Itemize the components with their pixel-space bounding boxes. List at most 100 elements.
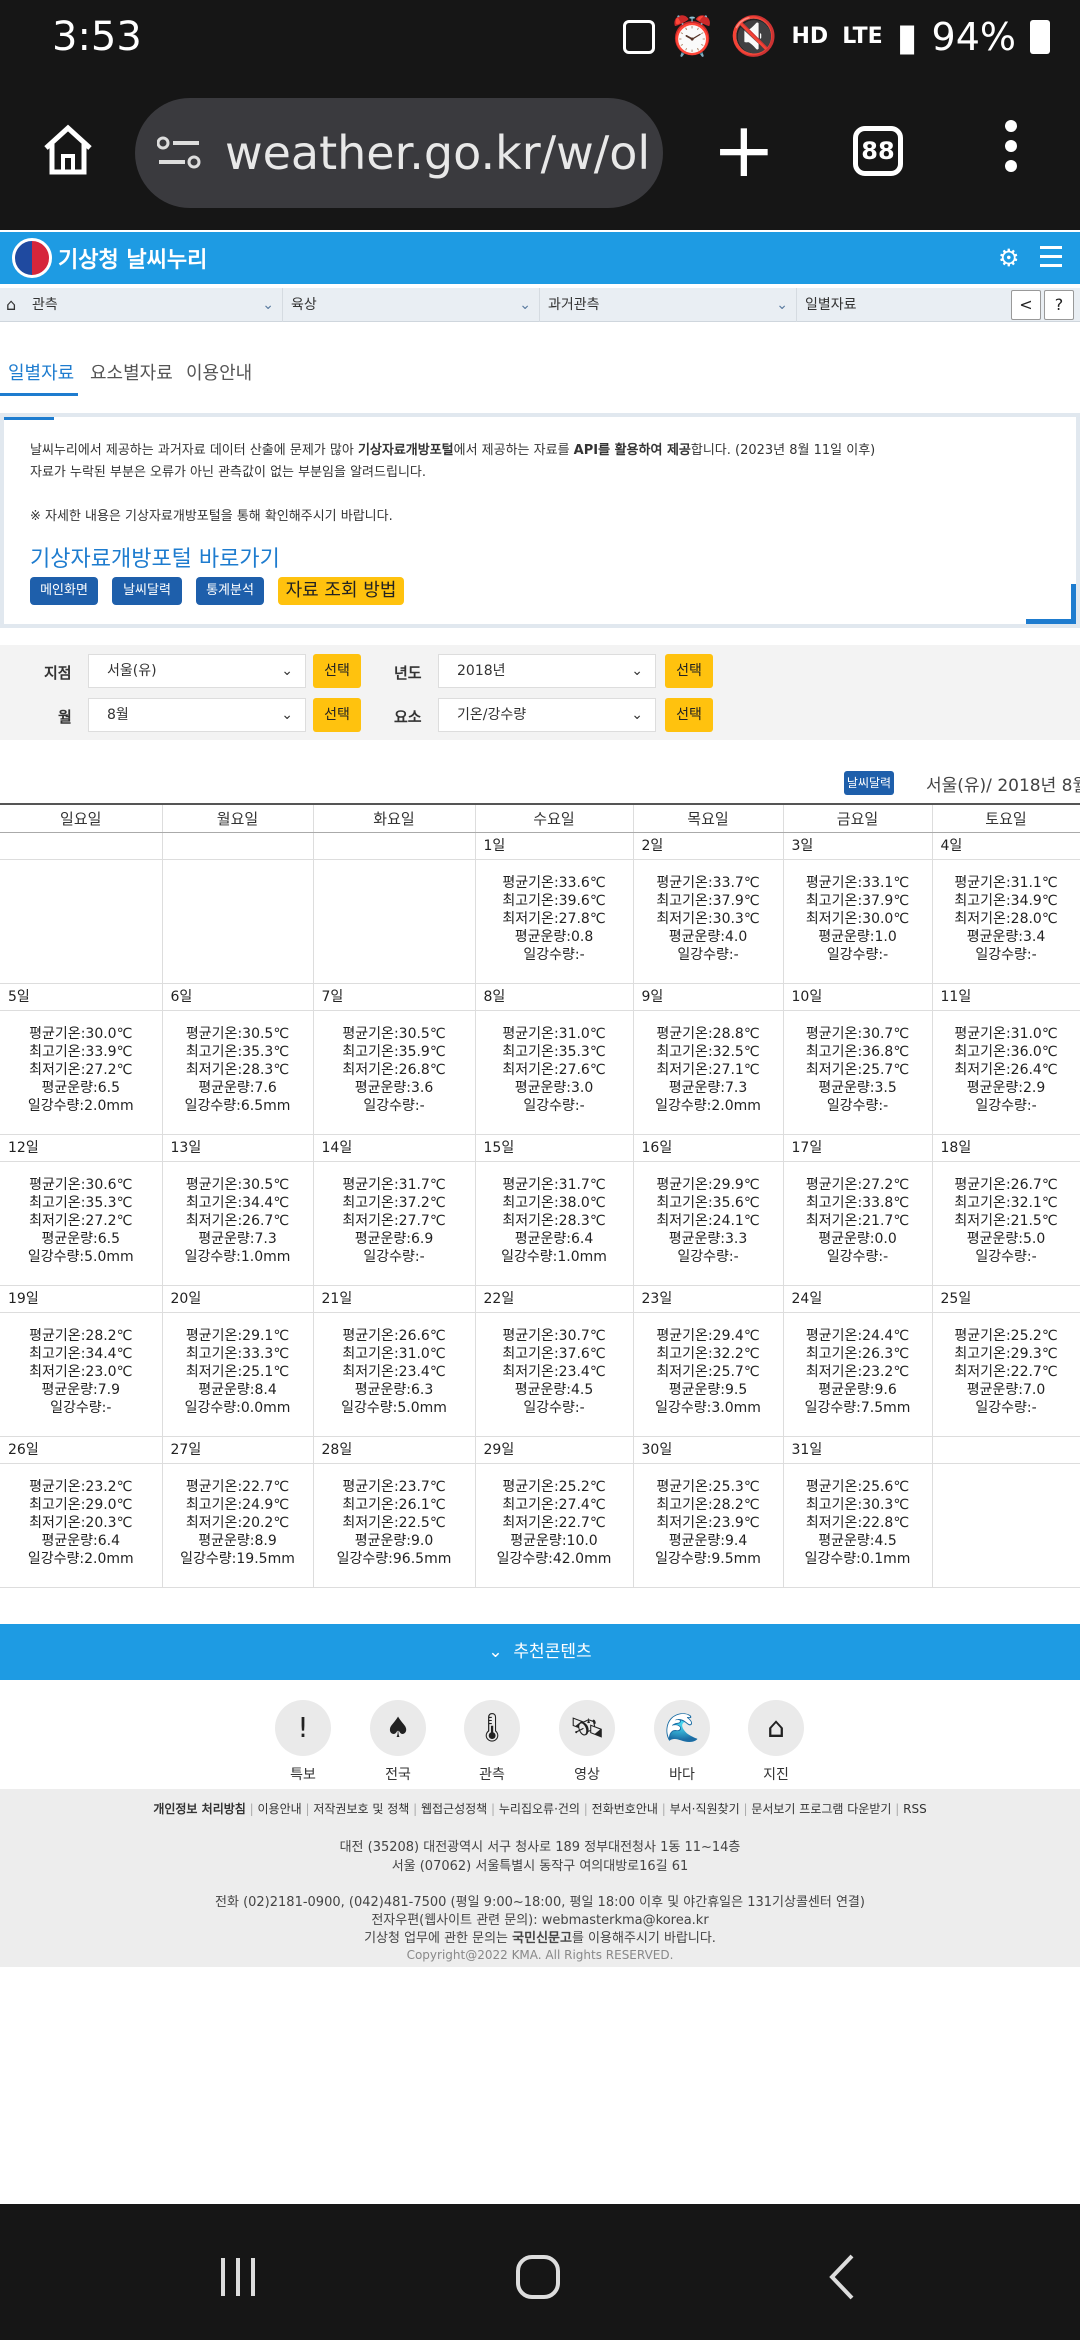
browser-toolbar: weather.go.kr/w/ol + 88 xyxy=(0,80,1080,230)
field-label: 일강수량 xyxy=(27,1248,80,1265)
share-button[interactable]: < xyxy=(1011,290,1041,320)
field-value: 29.0℃ xyxy=(85,1496,133,1513)
weather-cloud: 평균운량:6.4 xyxy=(41,1532,120,1549)
field-value: 6.3 xyxy=(410,1381,434,1398)
weather-rain: 일강수량:- xyxy=(523,1399,585,1416)
field-value: 25.7℃ xyxy=(862,1061,910,1078)
recommend-content-bar[interactable]: ⌄ 추천콘텐츠 xyxy=(0,1624,1080,1680)
home-small-icon[interactable]: ⌂ xyxy=(6,295,17,314)
back-icon[interactable] xyxy=(820,2254,866,2300)
weather-cloud: 평균운량:7.3 xyxy=(198,1230,277,1247)
footer-link[interactable]: 문서보기 프로그램 다운받기 xyxy=(751,1802,892,1816)
field-label: 최고기온 xyxy=(29,1194,81,1211)
weather-cloud: 평균운량:7.0 xyxy=(966,1381,1046,1398)
weather-rain: 일강수량:- xyxy=(826,946,889,963)
element-select[interactable]: 기온/강수량 ⌄ xyxy=(438,698,656,732)
footer-link[interactable]: 개인정보 처리방침 xyxy=(153,1802,246,1816)
month-select-button[interactable]: 선택 xyxy=(313,698,361,732)
site-title[interactable]: 기상청 날씨누리 xyxy=(58,248,208,273)
notice-text-bold: API를 활용하여 제공 xyxy=(573,443,691,458)
field-value: 28.8℃ xyxy=(712,1025,760,1042)
day-number xyxy=(932,1436,1080,1464)
nav-segment-land[interactable]: 육상 ⌄ xyxy=(283,288,540,322)
footer-link[interactable]: 전화번호안내 xyxy=(591,1802,658,1816)
weather-cloud: 평균운량:10.0 xyxy=(510,1532,598,1549)
field-value: 30.5℃ xyxy=(242,1025,290,1042)
quick-link-satellite[interactable]: 🛰 영상 xyxy=(557,1700,617,1784)
field-label: 평균기온 xyxy=(656,1478,708,1495)
field-value: 32.1℃ xyxy=(1010,1194,1058,1211)
year-select[interactable]: 2018년 ⌄ xyxy=(438,654,656,688)
tabs-count-button[interactable]: 88 xyxy=(853,126,903,176)
tab-daily[interactable]: 일별자료 xyxy=(8,363,75,384)
weather-calendar-button[interactable]: 날씨달력 xyxy=(112,577,182,605)
field-value: 23.9℃ xyxy=(712,1514,760,1531)
quick-link-observation[interactable]: 🌡 관측 xyxy=(462,1700,522,1784)
field-value: 35.6℃ xyxy=(712,1194,760,1211)
footer-link[interactable]: 저작권보호 및 정책 xyxy=(313,1802,410,1816)
day-number: 11일 xyxy=(932,983,1080,1011)
quick-link-sea[interactable]: 🌊 바다 xyxy=(652,1700,712,1784)
footer-link[interactable]: 누리집오류·건의 xyxy=(498,1802,580,1816)
url-bar[interactable]: weather.go.kr/w/ol xyxy=(135,98,663,208)
home-icon[interactable] xyxy=(38,120,98,180)
day-number: 5일 xyxy=(0,983,163,1011)
footer-link[interactable]: RSS xyxy=(903,1802,927,1816)
petition-link[interactable]: 국민신문고 xyxy=(512,1931,572,1946)
field-label: 평균기온 xyxy=(342,1327,394,1344)
notice-text-bold: 기상자료개방포털 xyxy=(357,443,454,458)
stat-analysis-button[interactable]: 통계분석 xyxy=(196,577,264,605)
tab-by-element[interactable]: 요소별자료 xyxy=(90,363,173,384)
weekday-header: 수요일 xyxy=(475,803,634,833)
date-row: 5일 6일 7일 8일 9일 10일 11일 xyxy=(0,983,1080,1011)
site-settings-icon[interactable] xyxy=(157,136,201,170)
quick-link-nation[interactable]: ♠ 전국 xyxy=(368,1700,428,1784)
alarm-icon: ⏰ xyxy=(668,14,717,58)
field-label: 최고기온 xyxy=(805,1194,858,1211)
date-row: 1일 2일 3일 4일 xyxy=(0,832,1080,860)
day-values: 평균기온:31.7℃ 최고기온:38.0℃ 최저기온:28.3℃ 평균운량:6.4 일강… xyxy=(475,1161,634,1286)
weather-cloud: 평균운량:7.9 xyxy=(41,1381,120,1398)
quick-link-earthquake[interactable]: ⌂ 지진 xyxy=(746,1700,806,1784)
station-select-button[interactable]: 선택 xyxy=(313,654,361,688)
more-menu-icon[interactable] xyxy=(1005,120,1017,180)
field-value: 25.6℃ xyxy=(862,1478,910,1495)
footer-link[interactable]: 부서·직원찾기 xyxy=(669,1802,740,1816)
footer-email: 전자우편(웹사이트 관련 문의): webmasterkma@korea.kr xyxy=(371,1913,709,1928)
main-screen-button[interactable]: 메인화면 xyxy=(30,577,98,605)
element-select-button[interactable]: 선택 xyxy=(665,698,713,732)
open-portal-link[interactable]: 기상자료개방포털 바로가기 xyxy=(30,547,280,572)
status-time: 3:53 xyxy=(52,14,142,60)
notice-accent xyxy=(1071,584,1076,624)
weather-min: 최저기온:20.3℃ xyxy=(29,1514,133,1531)
tab-guide[interactable]: 이용안내 xyxy=(186,363,253,384)
day-values xyxy=(0,859,163,984)
hamburger-menu-icon[interactable] xyxy=(1040,246,1062,273)
recent-apps-icon[interactable] xyxy=(215,2254,261,2300)
nav-segment-daily[interactable]: 일별자료 xyxy=(797,288,1015,322)
field-value: 39.6℃ xyxy=(558,892,606,909)
footer-link[interactable]: 이용안내 xyxy=(257,1802,302,1816)
month-select[interactable]: 8월 ⌄ xyxy=(88,698,306,732)
home-nav-icon[interactable] xyxy=(515,2254,561,2300)
nav-segment-observation[interactable]: ⌂ 관측 ⌄ xyxy=(0,288,283,322)
help-button[interactable]: ? xyxy=(1044,290,1074,320)
quick-link-warning[interactable]: ! 특보 xyxy=(273,1700,333,1784)
field-label: 평균기온 xyxy=(342,1176,394,1193)
weather-rain: 일강수량:0.1mm xyxy=(804,1550,911,1567)
field-value: 23.2℃ xyxy=(85,1478,133,1495)
day-values: 평균기온:33.1℃ 최고기온:37.9℃ 최저기온:30.0℃ 평균운량:1.0 일강… xyxy=(783,859,933,984)
kma-logo[interactable] xyxy=(12,238,52,278)
gear-icon[interactable]: ⚙ xyxy=(998,244,1020,272)
field-label: 최고기온 xyxy=(502,1043,554,1060)
field-label: 평균기온 xyxy=(805,1025,858,1042)
field-value: 2.0mm xyxy=(711,1097,761,1114)
station-select[interactable]: 서울(유) ⌄ xyxy=(88,654,306,688)
field-label: 평균운량 xyxy=(41,1532,94,1549)
new-tab-button[interactable]: + xyxy=(712,105,776,194)
how-to-query-button[interactable]: 자료 조회 방법 xyxy=(278,577,404,605)
footer-link[interactable]: 웹접근성정책 xyxy=(420,1802,488,1816)
nav-segment-past-obs[interactable]: 과거관측 ⌄ xyxy=(540,288,797,322)
year-select-button[interactable]: 선택 xyxy=(665,654,713,688)
weather-avg: 평균기온:29.9℃ xyxy=(656,1176,760,1193)
